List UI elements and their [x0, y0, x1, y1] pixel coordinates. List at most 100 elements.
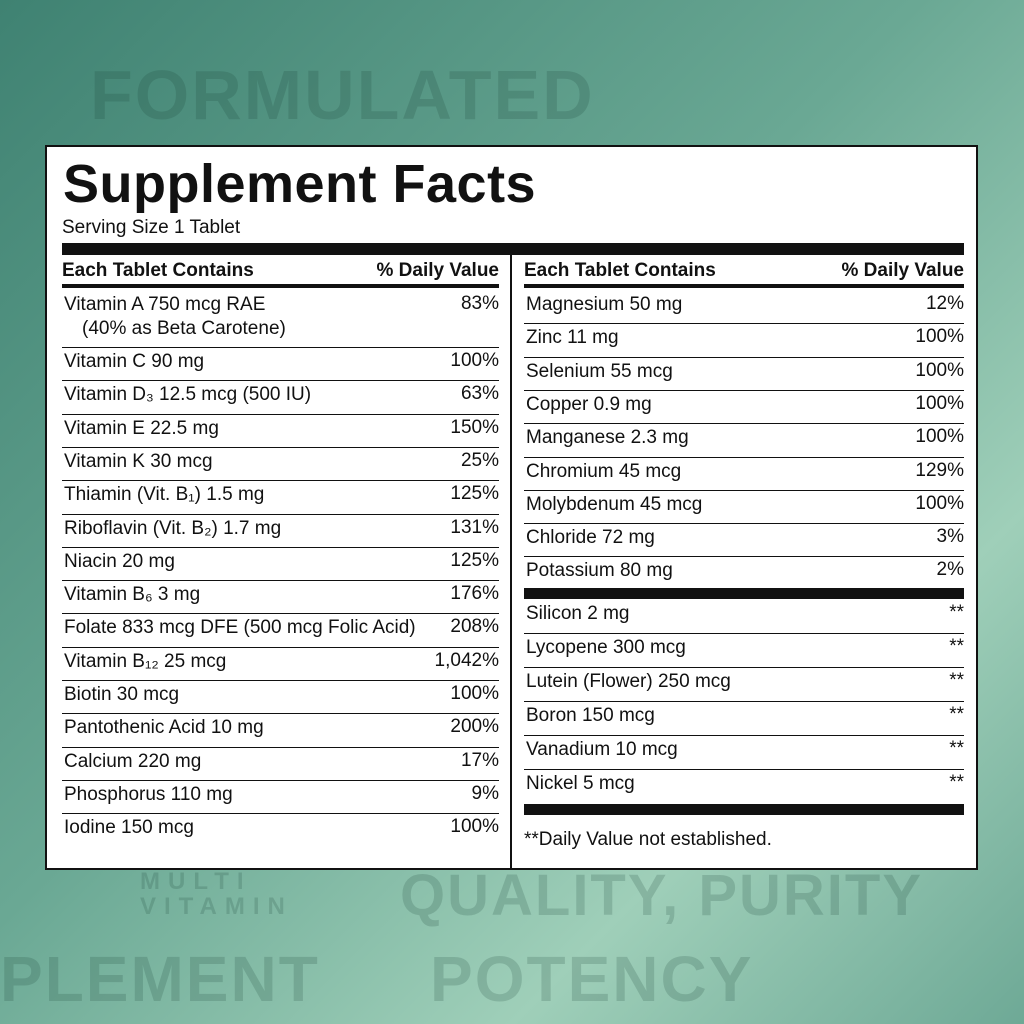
- daily-value: **: [949, 601, 964, 623]
- background-word: QUALITY, PURITY: [400, 863, 924, 928]
- thick-rule: [62, 243, 964, 255]
- row-rule: [524, 356, 964, 358]
- row-rule: [62, 347, 499, 348]
- row-rule: [62, 746, 499, 748]
- background-word: PLEMENT: [0, 943, 320, 1015]
- nutrient-name: Thiamin (Vit. B₁) 1.5 mg: [64, 484, 265, 506]
- daily-value: 100%: [915, 492, 964, 514]
- daily-value: 200%: [450, 716, 499, 738]
- daily-value: 208%: [450, 616, 499, 638]
- nutrient-name: Phosphorus 110 mg: [64, 783, 233, 805]
- nutrient-name: Chloride 72 mg: [526, 527, 655, 549]
- background-word: MULTI: [140, 868, 252, 895]
- daily-value: 100%: [450, 683, 499, 704]
- nutrient-name: Vitamin E 22.5 mg: [64, 417, 219, 439]
- nutrient-name: Magnesium 50 mg: [526, 294, 683, 315]
- row-rule: [62, 380, 499, 382]
- daily-value: 100%: [450, 350, 499, 371]
- nutrient-name: Vitamin K 30 mcg: [64, 450, 213, 472]
- daily-value: 129%: [915, 459, 964, 481]
- row-rule: [524, 734, 964, 736]
- nutrient-name: Nickel 5 mcg: [526, 772, 635, 794]
- daily-value: 100%: [915, 326, 964, 348]
- row-rule: [62, 480, 499, 482]
- daily-value: 150%: [450, 416, 499, 438]
- nutrient-name: Vanadium 10 mcg: [526, 738, 678, 760]
- nutrient-name: Potassium 80 mg: [526, 560, 673, 582]
- nutrient-name: Silicon 2 mg: [526, 602, 630, 624]
- row-rule: [524, 323, 964, 325]
- row-rule: [62, 513, 499, 515]
- daily-value: 125%: [450, 549, 499, 571]
- row-rule: [62, 446, 499, 448]
- header-rule: [524, 284, 964, 288]
- row-rule: [62, 779, 499, 781]
- nutrient-name: Riboflavin (Vit. B₂) 1.7 mg: [64, 517, 282, 539]
- row-rule: [524, 700, 964, 702]
- nutrient-name: Iodine 150 mcg: [64, 817, 194, 839]
- row-rule: [524, 556, 964, 558]
- row-rule: [524, 489, 964, 491]
- nutrient-name: Vitamin B₁₂ 25 mcg: [64, 650, 227, 672]
- daily-value: 100%: [915, 392, 964, 414]
- daily-value: 25%: [460, 449, 499, 471]
- daily-value: 125%: [450, 483, 499, 505]
- row-rule: [524, 768, 964, 770]
- nutrient-name: Niacin 20 mg: [64, 550, 175, 572]
- daily-value: **: [949, 669, 964, 691]
- daily-value: **: [949, 703, 964, 725]
- row-rule: [62, 813, 499, 815]
- header-rule: [62, 284, 499, 288]
- row-rule: [524, 666, 964, 668]
- row-rule: [524, 632, 964, 634]
- column-header: Each Tablet Contains: [62, 260, 254, 281]
- daily-value: 83%: [460, 293, 499, 314]
- nutrient-name: Zinc 11 mg: [526, 327, 619, 349]
- nutrient-name: Chromium 45 mcg: [526, 460, 682, 482]
- daily-value: 100%: [915, 359, 964, 381]
- daily-value: **: [949, 635, 964, 657]
- daily-value: **: [949, 771, 964, 793]
- row-rule: [62, 680, 499, 681]
- nutrient-note: (40% as Beta Carotene): [82, 318, 286, 339]
- nutrient-name: Vitamin D₃ 12.5 mcg (500 IU): [64, 384, 312, 406]
- nutrient-name: Manganese 2.3 mg: [526, 427, 689, 449]
- daily-value: 100%: [450, 816, 499, 838]
- column-header: % Daily Value: [841, 260, 964, 281]
- footnote: **Daily Value not established.: [524, 828, 772, 850]
- nutrient-name: Calcium 220 mg: [64, 750, 202, 772]
- row-rule: [62, 646, 499, 648]
- title: Supplement Facts: [63, 154, 537, 214]
- thick-rule: [524, 803, 964, 815]
- supplement-facts-panel: Supplement Facts Serving Size 1 Tablet E…: [45, 145, 978, 870]
- nutrient-name: Pantothenic Acid 10 mg: [64, 717, 264, 739]
- nutrient-name: Folate 833 mcg DFE (500 mcg Folic Acid): [64, 617, 416, 639]
- background-word: POTENCY: [430, 943, 754, 1015]
- row-rule: [62, 413, 499, 415]
- column-header: Each Tablet Contains: [524, 260, 716, 281]
- nutrient-name: Vitamin C 90 mg: [64, 351, 205, 372]
- daily-value: 12%: [925, 293, 964, 314]
- nutrient-name: Biotin 30 mcg: [64, 684, 180, 705]
- daily-value: 63%: [460, 383, 499, 405]
- row-rule: [62, 713, 499, 715]
- daily-value: **: [949, 737, 964, 759]
- row-rule: [524, 456, 964, 458]
- row-rule: [524, 523, 964, 525]
- row-rule: [62, 546, 499, 548]
- nutrient-name: Molybdenum 45 mcg: [526, 493, 703, 515]
- column-divider: [510, 255, 512, 868]
- daily-value: 176%: [450, 583, 499, 605]
- daily-value: 3%: [936, 526, 964, 548]
- row-rule: [62, 613, 499, 615]
- nutrient-name: Selenium 55 mcg: [526, 360, 673, 382]
- daily-value: 17%: [460, 749, 499, 771]
- thick-rule: [524, 587, 964, 599]
- daily-value: 100%: [915, 426, 964, 448]
- row-rule: [524, 389, 964, 391]
- row-rule: [524, 423, 964, 425]
- background-word: FORMULATED: [90, 56, 595, 134]
- nutrient-name: Copper 0.9 mg: [526, 393, 652, 415]
- daily-value: 2%: [936, 559, 964, 581]
